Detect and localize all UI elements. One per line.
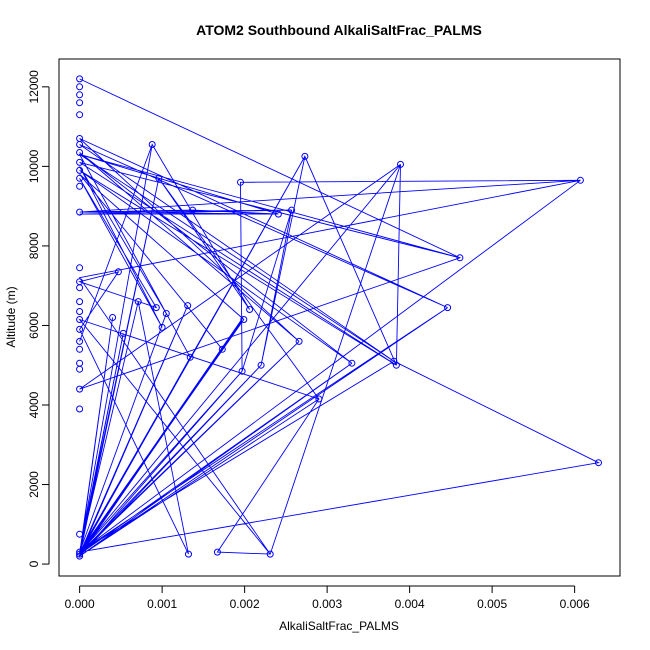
- x-tick-label: 0.002: [230, 597, 260, 611]
- data-point: [76, 337, 84, 345]
- data-point: [76, 325, 84, 333]
- data-point: [76, 208, 84, 216]
- data-point: [246, 306, 254, 313]
- data-point: [109, 314, 117, 321]
- plot-frame: [58, 58, 621, 577]
- data-point: [76, 135, 84, 142]
- data-point: [158, 323, 166, 331]
- data-point: [76, 345, 84, 353]
- series-line: [78, 78, 600, 558]
- x-axis: 0.000 0.001 0.002 0.003 0.004 0.005 0.006: [65, 585, 590, 611]
- x-tick-label: 0.001: [147, 597, 177, 611]
- data-point: [76, 91, 84, 99]
- data-point: [76, 298, 84, 306]
- data-point: [576, 176, 584, 184]
- data-point: [162, 310, 170, 317]
- data-point: [257, 361, 265, 369]
- data-point: [595, 459, 602, 467]
- data-point: [76, 75, 84, 83]
- data-point: [76, 149, 84, 156]
- data-point: [119, 329, 127, 337]
- data-point: [189, 206, 197, 214]
- data-point: [237, 178, 244, 186]
- y-tick-label: 6000: [27, 312, 41, 339]
- data-point: [266, 550, 274, 558]
- data-point: [76, 158, 84, 166]
- data-point: [76, 166, 84, 174]
- data-point: [76, 99, 84, 107]
- data-point: [76, 284, 84, 292]
- y-axis: 0 2000 4000 6000 8000 10000 12000: [27, 70, 50, 567]
- data-point: [76, 308, 84, 315]
- data-point: [184, 302, 192, 310]
- y-tick-label: 12000: [27, 70, 41, 104]
- y-tick-label: 0: [27, 560, 41, 567]
- y-tick-label: 10000: [27, 149, 41, 183]
- data-point: [76, 264, 84, 272]
- y-axis-label: Altitude (m): [4, 286, 18, 347]
- data-point: [76, 385, 84, 393]
- data-point: [152, 304, 160, 312]
- data-point: [148, 141, 156, 148]
- data-point: [186, 353, 194, 361]
- data-point: [185, 550, 192, 558]
- data-point: [301, 152, 309, 160]
- y-tick-label: 4000: [27, 391, 41, 418]
- data-point: [76, 316, 84, 323]
- x-axis-label: AlkaliSaltFrac_PALMS: [279, 619, 399, 633]
- data-point: [155, 174, 163, 182]
- data-point: [76, 174, 84, 182]
- data-point: [76, 550, 84, 558]
- x-tick-label: 0.003: [312, 597, 342, 611]
- data-point: [456, 254, 464, 262]
- data-point: [288, 206, 296, 214]
- data-point: [76, 83, 84, 91]
- data-point: [274, 210, 282, 218]
- data-point: [348, 359, 356, 367]
- y-tick-label: 2000: [27, 471, 41, 498]
- data-point: [213, 548, 221, 556]
- data-point: [315, 395, 323, 403]
- x-tick-label: 0.004: [395, 597, 425, 611]
- data-point: [76, 548, 84, 556]
- data-point: [76, 405, 84, 413]
- chart-title: ATOM2 Southbound AlkaliSaltFrac_PALMS: [196, 22, 482, 38]
- data-point: [397, 160, 404, 168]
- data-point: [240, 316, 248, 323]
- data-point: [218, 345, 226, 353]
- data-point: [392, 361, 400, 369]
- x-tick-label: 0.005: [477, 597, 507, 611]
- data-point: [76, 530, 84, 538]
- data-point: [76, 552, 84, 560]
- data-point: [238, 367, 246, 375]
- data-point: [134, 298, 142, 306]
- y-tick-label: 8000: [27, 232, 41, 259]
- data-point: [76, 182, 84, 190]
- data-point: [114, 268, 122, 276]
- plot-area: [76, 75, 602, 560]
- data-point: [76, 278, 84, 286]
- data-point: [444, 304, 452, 312]
- data-point: [76, 365, 84, 373]
- data-point: [295, 337, 303, 345]
- x-tick-label: 0.006: [560, 597, 590, 611]
- data-point: [76, 111, 84, 119]
- x-tick-label: 0.000: [65, 597, 95, 611]
- data-point: [76, 359, 84, 367]
